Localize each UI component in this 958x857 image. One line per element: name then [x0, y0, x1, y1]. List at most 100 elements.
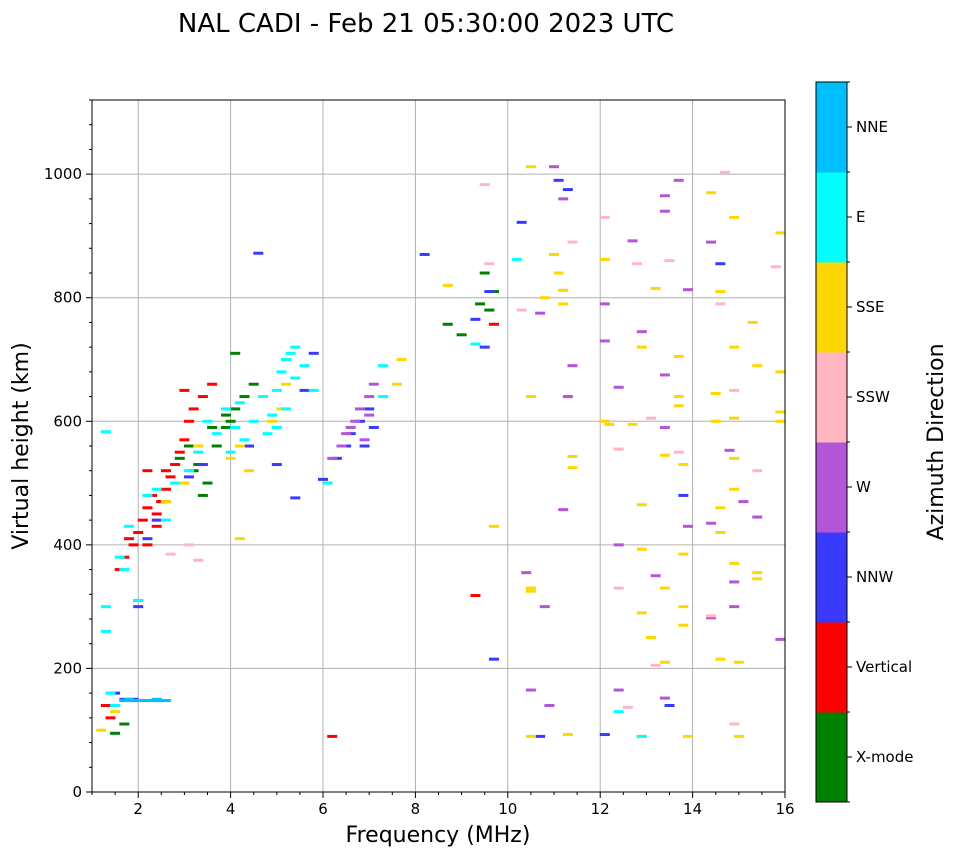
y-tick-label: 800 — [53, 289, 82, 307]
colorbar-tick-label: NNW — [856, 568, 893, 586]
x-tick-label: 12 — [591, 800, 610, 818]
data-point — [659, 453, 670, 457]
data-point — [327, 456, 338, 460]
data-point — [271, 463, 282, 467]
data-point — [525, 586, 536, 590]
data-point — [391, 382, 402, 386]
data-point — [327, 734, 338, 738]
data-point — [290, 376, 301, 380]
data-point — [567, 364, 578, 368]
data-point — [706, 191, 717, 195]
x-axis-label: Frequency (MHz) — [346, 823, 531, 848]
data-point — [539, 296, 550, 300]
data-point — [525, 395, 536, 399]
data-point — [225, 456, 236, 460]
data-point — [752, 571, 763, 575]
data-point — [142, 506, 153, 510]
data-point — [775, 419, 786, 423]
data-point — [220, 407, 231, 411]
data-point — [160, 518, 171, 522]
data-point — [262, 432, 273, 436]
data-point — [350, 419, 361, 423]
data-point — [558, 197, 569, 201]
colorbar-tick-label: X-mode — [856, 748, 913, 766]
data-point — [775, 370, 786, 374]
data-point — [706, 240, 717, 244]
data-point — [142, 537, 153, 541]
colorbar-label: Azimuth Direction — [924, 343, 949, 540]
data-point — [442, 322, 453, 326]
data-point — [151, 487, 162, 491]
data-point — [549, 252, 559, 256]
data-point — [646, 636, 657, 640]
data-point — [535, 311, 546, 315]
data-point — [179, 481, 190, 485]
x-tick-label: 4 — [226, 800, 236, 818]
data-point — [562, 733, 573, 737]
data-point — [535, 734, 546, 738]
data-point — [484, 308, 495, 312]
data-point — [160, 699, 171, 703]
data-point — [539, 605, 550, 609]
data-point — [193, 444, 204, 448]
data-point — [636, 611, 647, 615]
x-tick-label: 16 — [775, 800, 794, 818]
data-point — [558, 288, 569, 292]
series-ssw — [165, 170, 781, 726]
data-point — [678, 623, 689, 627]
data-point — [230, 351, 241, 355]
data-point — [488, 322, 499, 326]
data-point — [613, 688, 624, 692]
data-point — [267, 419, 278, 423]
data-point — [775, 410, 786, 414]
y-tick-label: 1000 — [44, 165, 82, 183]
data-point — [516, 220, 527, 224]
data-point — [123, 537, 134, 541]
x-tick-label: 10 — [498, 800, 517, 818]
data-point — [137, 518, 148, 522]
data-point — [729, 561, 740, 565]
data-point — [729, 580, 740, 584]
data-point — [678, 493, 689, 497]
data-point — [230, 407, 241, 411]
data-point — [521, 571, 532, 575]
data-point — [747, 320, 758, 324]
data-point — [160, 469, 171, 473]
data-point — [359, 444, 370, 448]
data-point — [636, 345, 647, 349]
data-point — [170, 481, 181, 485]
data-point — [234, 444, 245, 448]
data-point — [715, 302, 726, 306]
data-point — [599, 733, 610, 737]
data-point — [673, 395, 684, 399]
data-point — [729, 416, 740, 420]
colorbar-tick-label: SSE — [856, 298, 885, 316]
data-point — [336, 444, 347, 448]
data-point — [613, 385, 624, 389]
data-point — [290, 345, 301, 349]
data-point — [160, 487, 171, 491]
y-tick-label: 200 — [53, 659, 82, 677]
data-point — [544, 704, 555, 707]
data-point — [636, 547, 647, 551]
data-point — [442, 283, 453, 287]
data-point — [706, 521, 717, 525]
data-point — [110, 710, 121, 714]
data-point — [128, 543, 139, 547]
data-point — [174, 456, 185, 460]
data-point — [729, 215, 740, 219]
data-point — [271, 388, 282, 392]
data-point — [239, 438, 250, 442]
data-point — [100, 629, 111, 633]
data-point — [234, 401, 245, 405]
data-point — [299, 388, 310, 392]
data-point — [378, 364, 389, 368]
data-point — [682, 524, 693, 528]
data-point — [202, 481, 213, 485]
data-point — [276, 370, 287, 374]
data-point — [244, 469, 255, 473]
colorbar-swatch-vertical — [816, 622, 847, 713]
data-point — [599, 257, 610, 261]
data-point — [220, 413, 231, 417]
